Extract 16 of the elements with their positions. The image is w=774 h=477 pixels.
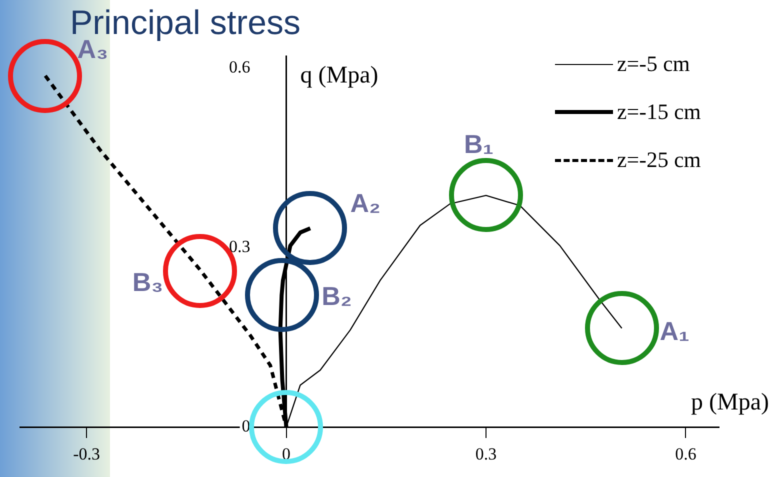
y-tick-label: 0 [242,416,250,436]
legend-label: z=-5 cm [617,51,690,77]
x-tick-label: 0.6 [675,444,696,464]
x-axis-title: p (Mpa) [691,389,769,416]
annotation: B₁ [464,129,494,160]
annotation: A₂ [350,188,381,220]
x-tick-label: -0.3 [73,444,100,464]
y-tick-label: 0.3 [229,236,250,256]
legend-label: z=-15 cm [617,99,701,125]
y-axis-title: q (Mpa) [300,62,378,88]
annotation: B₃ [132,267,164,298]
annotation: A₁ [660,316,690,348]
legend-label: z=-25 cm [617,147,701,173]
y-tick-label: 0.6 [229,57,250,76]
x-tick-label: 0.3 [475,444,497,464]
annotation: B₂ [322,281,352,312]
